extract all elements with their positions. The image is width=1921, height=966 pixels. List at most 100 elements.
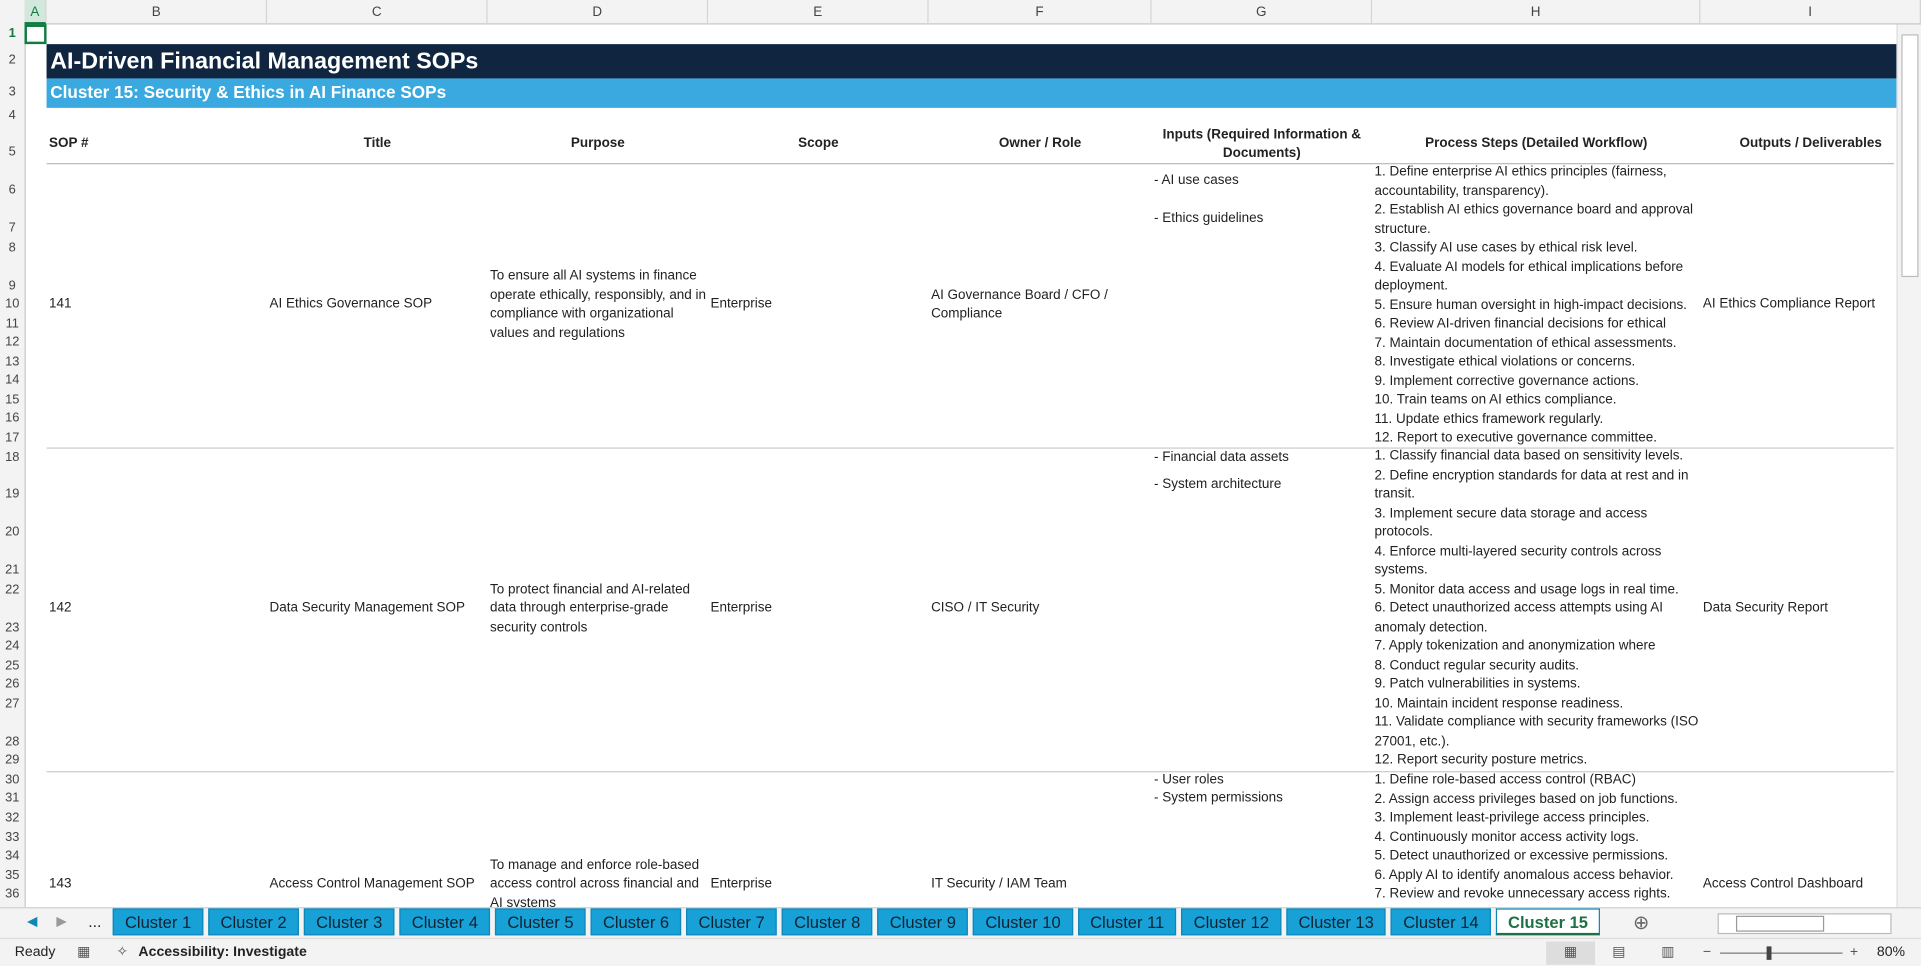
- page-break-view[interactable]: ▥: [1661, 945, 1675, 960]
- sheet-tab[interactable]: Cluster 10: [973, 908, 1073, 936]
- process-step: 3. Implement least-privilege access prin…: [1374, 810, 1650, 826]
- page-layout-view[interactable]: ▤: [1612, 945, 1626, 960]
- sheet-tab[interactable]: Cluster 2: [208, 908, 300, 936]
- sheet-title: AI-Driven Financial Management SOPs: [46, 44, 1897, 79]
- process-step: 1. Define role-based access control (RBA…: [1374, 772, 1636, 788]
- process-step: 4. Continuously monitor access activity …: [1374, 829, 1639, 845]
- process-steps: 1. Classify financial data based on sens…: [1375, 447, 1701, 770]
- h-scroll-thumb[interactable]: [1735, 915, 1825, 932]
- process-step: 6. Detect unauthorized access attempts u…: [1374, 600, 1663, 635]
- row-border: [46, 447, 1895, 449]
- zoom-slider[interactable]: [1720, 952, 1843, 954]
- process-step: 9. Implement corrective governance actio…: [1374, 373, 1639, 388]
- sop-owner: CISO / IT Security: [931, 600, 1040, 616]
- column-header: D: [487, 0, 709, 25]
- row-header: 6: [8, 182, 16, 198]
- row-header: 15: [5, 392, 20, 407]
- sop-number: 142: [49, 600, 72, 616]
- sheet-tab[interactable]: Cluster 11: [1077, 908, 1177, 936]
- process-step: 3. Implement secure data storage and acc…: [1374, 505, 1648, 540]
- process-step: 8. Investigate ethical violations or con…: [1374, 354, 1636, 369]
- row-header: 7: [8, 220, 16, 236]
- row-header: 9: [8, 278, 16, 293]
- row-header: 24: [5, 638, 20, 654]
- sheet-tab[interactable]: Cluster 5: [495, 908, 586, 936]
- row-header: 33: [5, 829, 20, 845]
- input-item: - System permissions: [1154, 790, 1283, 806]
- row-header: 28: [5, 734, 20, 750]
- scroll-thumb[interactable]: [1901, 34, 1919, 278]
- column-title: Title: [363, 136, 392, 151]
- header-border: [46, 163, 1895, 165]
- process-step: 2. Establish AI ethics governance board …: [1374, 202, 1693, 236]
- column-header: G: [1151, 0, 1373, 25]
- row-header: 34: [5, 848, 20, 864]
- row-header: 29: [5, 752, 20, 768]
- process-step: 3. Classify AI use cases by ethical risk…: [1374, 240, 1638, 255]
- macro-icon[interactable]: ▦: [77, 945, 91, 960]
- accessibility-status[interactable]: Accessibility: Investigate: [138, 945, 307, 960]
- tab-scroll-left[interactable]: ◀: [26, 914, 38, 930]
- zoom-in[interactable]: +: [1849, 945, 1859, 960]
- row-header: 32: [5, 810, 20, 826]
- row-border: [46, 771, 1895, 773]
- row-header: 26: [5, 676, 20, 692]
- row-header: 13: [5, 354, 20, 369]
- sheet-tab[interactable]: Cluster 12: [1181, 908, 1282, 936]
- row-header: 10: [5, 296, 20, 312]
- sheet-tab[interactable]: Cluster 7: [686, 908, 777, 936]
- add-sheet[interactable]: ⊕: [1633, 913, 1650, 935]
- sop-purpose: To ensure all AI systems in finance oper…: [490, 268, 707, 341]
- column-title: Process Steps (Detailed Workflow): [1425, 136, 1648, 151]
- sheet-tab[interactable]: Cluster 13: [1286, 908, 1387, 936]
- normal-view[interactable]: ▦: [1546, 941, 1596, 965]
- selected-cell[interactable]: [24, 24, 47, 45]
- process-step: 10. Maintain incident response readiness…: [1374, 695, 1624, 711]
- sop-outputs: AI Ethics Compliance Report: [1702, 296, 1876, 312]
- row-header: 18: [5, 449, 20, 465]
- row-header: 4: [8, 107, 16, 123]
- tab-more[interactable]: ...: [88, 912, 102, 931]
- zoom-out[interactable]: −: [1702, 945, 1712, 960]
- process-step: 11. Update ethics framework regularly.: [1374, 411, 1604, 427]
- sheet-tab[interactable]: Cluster 14: [1390, 908, 1491, 936]
- row-header: 3: [8, 84, 16, 100]
- column-header: H: [1372, 0, 1701, 25]
- column-header: I: [1700, 0, 1921, 25]
- zoom-thumb[interactable]: [1766, 946, 1772, 960]
- row-header: 21: [5, 562, 20, 578]
- sheet-tab[interactable]: Cluster 3: [303, 908, 395, 936]
- sop-outputs: Access Control Dashboard: [1702, 876, 1864, 892]
- sheet-tab[interactable]: Cluster 8: [781, 908, 873, 936]
- input-item: - System architecture: [1154, 476, 1282, 492]
- row-header: 11: [5, 316, 19, 331]
- sop-outputs: Data Security Report: [1702, 600, 1828, 616]
- sheet-tab[interactable]: Cluster 4: [399, 908, 491, 936]
- process-step: 5. Ensure human oversight in high-impact…: [1374, 297, 1687, 312]
- process-step: 12. Report security posture metrics.: [1374, 752, 1588, 768]
- horizontal-scrollbar[interactable]: [1717, 913, 1892, 935]
- sheet-tab[interactable]: Cluster 15: [1495, 908, 1601, 936]
- column-title: Outputs / Deliverables: [1739, 136, 1882, 151]
- process-step: 11. Validate compliance with security fr…: [1374, 714, 1699, 749]
- zoom-level: 80%: [1876, 945, 1906, 960]
- process-step: 5. Detect unauthorized or excessive perm…: [1374, 848, 1669, 864]
- sheet-tab-bar: ◀ ▶ ... Cluster 1 Cluster 2 Cluster 3 Clust…: [0, 907, 1921, 940]
- process-step: 9. Patch vulnerabilities in systems.: [1374, 676, 1581, 692]
- accessibility-icon[interactable]: ✧: [116, 945, 129, 960]
- sheet-tab[interactable]: Cluster 6: [590, 908, 682, 936]
- sop-purpose: To protect financial and AI-related data…: [490, 581, 691, 635]
- row-header: 22: [5, 582, 20, 598]
- sheet-tab[interactable]: Cluster 9: [877, 908, 969, 936]
- row-header: 16: [5, 410, 20, 426]
- process-step: 6. Review AI-driven financial decisions …: [1374, 316, 1666, 331]
- sop-scope: Enterprise: [710, 296, 772, 312]
- row-header: 35: [5, 867, 20, 883]
- row-header: 25: [5, 658, 20, 674]
- tab-scroll-right[interactable]: ▶: [56, 914, 67, 930]
- vertical-scrollbar[interactable]: [1896, 0, 1921, 908]
- process-step: 2. Assign access privileges based on job…: [1374, 791, 1678, 807]
- sheet-tab[interactable]: Cluster 1: [112, 908, 204, 936]
- column-header: A: [24, 0, 47, 25]
